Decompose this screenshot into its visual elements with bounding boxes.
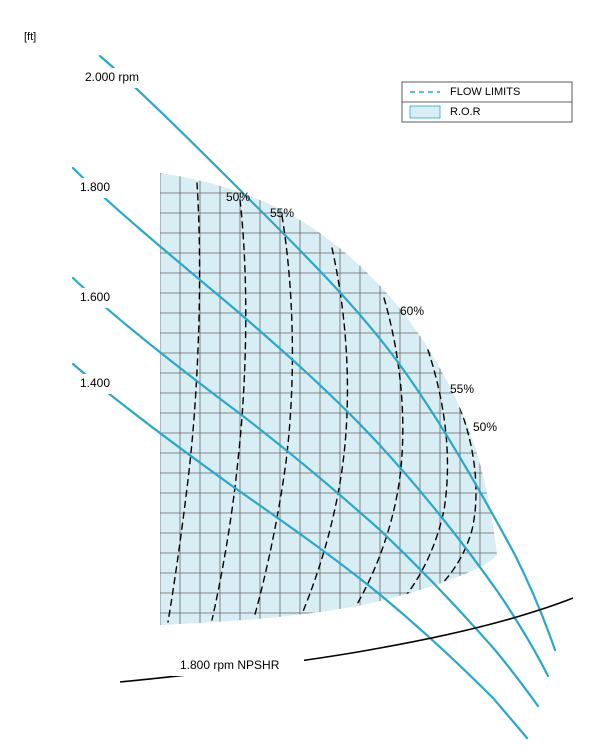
npshr-label: 1.800 rpm NPSHR — [180, 658, 280, 672]
legend-ror-swatch — [410, 106, 440, 118]
efficiency-label-0: 50% — [226, 190, 250, 204]
efficiency-label-4: 50% — [473, 420, 497, 434]
speed-label-1: 1.800 — [80, 180, 110, 194]
speed-label-0: 2.000 rpm — [85, 70, 139, 84]
pump-performance-chart: [ft] 2.000 rpm 1.800 1.600 1.400 50% 55% 60% 55%… — [0, 0, 600, 745]
speed-label-3: 1.400 — [80, 376, 110, 390]
speed-label-2: 1.600 — [80, 290, 110, 304]
efficiency-label-2: 60% — [400, 304, 424, 318]
legend-flow-label: FLOW LIMITS — [450, 86, 520, 98]
efficiency-label-1: 55% — [270, 206, 294, 220]
efficiency-label-3: 55% — [450, 382, 474, 396]
legend-ror-label: R.O.R — [450, 106, 481, 118]
y-axis-unit: [ft] — [24, 31, 36, 43]
